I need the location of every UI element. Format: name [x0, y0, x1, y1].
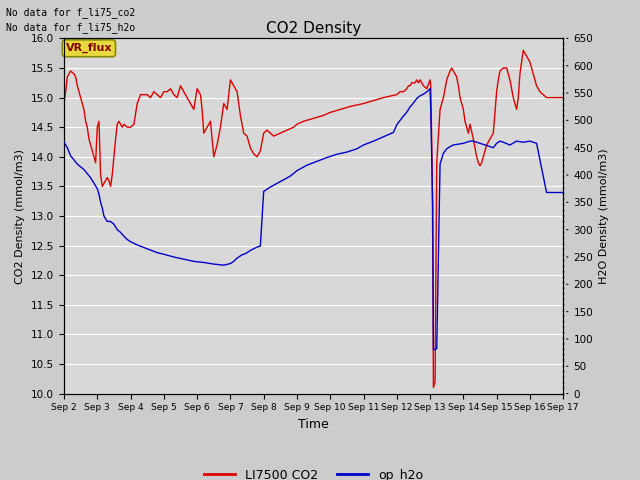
Y-axis label: H2O Density (mmol/m3): H2O Density (mmol/m3) — [599, 148, 609, 284]
Legend: LI7500 CO2, op_h2o: LI7500 CO2, op_h2o — [199, 464, 428, 480]
X-axis label: Time: Time — [298, 418, 329, 431]
Text: No data for f_li75_co2: No data for f_li75_co2 — [6, 7, 136, 18]
Text: No data for f_li75_h2o: No data for f_li75_h2o — [6, 22, 136, 33]
Y-axis label: CO2 Density (mmol/m3): CO2 Density (mmol/m3) — [15, 148, 26, 284]
Title: CO2 Density: CO2 Density — [266, 21, 361, 36]
Text: VR_flux: VR_flux — [66, 43, 112, 53]
